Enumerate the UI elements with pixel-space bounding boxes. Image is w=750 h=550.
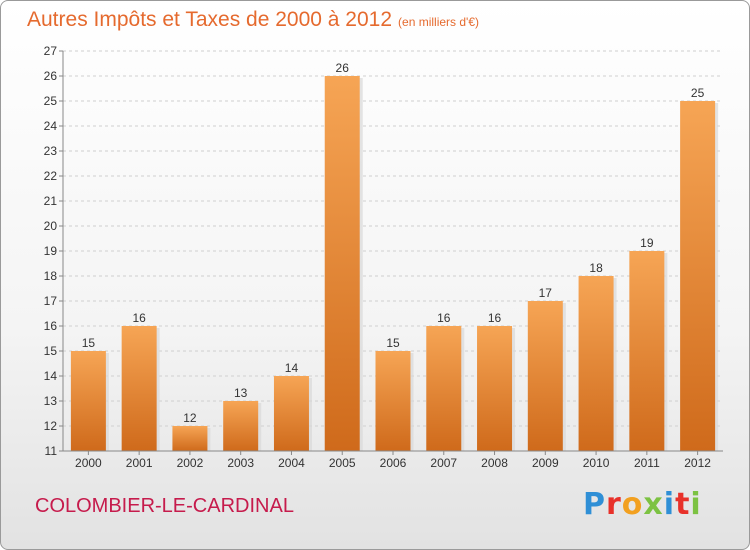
y-tick-label: 25 [44,94,58,108]
x-tick-label: 2007 [430,456,457,470]
logo-letter: t [675,487,691,522]
y-tick-label: 27 [44,44,58,58]
bar [172,426,208,451]
y-tick-label: 24 [44,119,58,133]
y-tick-label: 17 [44,294,58,308]
logo-letter: i [663,487,676,522]
bar [578,276,614,451]
y-tick-label: 12 [44,419,58,433]
bar [680,101,716,451]
data-labels: 15 16 12 13 14 26 15 16 16 17 18 19 25 [82,61,705,425]
bar [629,251,665,451]
proxiti-logo[interactable]: Proxiti [583,487,702,522]
bar [527,301,563,451]
chart-unit: (en milliers d'€) [398,15,480,29]
bar [477,326,513,451]
bar [223,401,259,451]
chart-title: Autres Impôts et Taxes de 2000 à 2012 (en… [27,8,479,32]
bar [324,76,360,451]
data-label: 18 [589,261,603,275]
data-label: 16 [488,311,502,325]
y-tick-label: 21 [44,194,58,208]
x-tick-label: 2005 [329,456,356,470]
data-label: 19 [640,236,654,250]
y-tick-label: 11 [45,444,58,458]
data-label: 14 [285,361,299,375]
x-tick-label: 2009 [532,456,559,470]
logo-letter: P [583,487,606,522]
chart-title-text: Autres Impôts et Taxes de 2000 à 2012 [27,8,393,31]
y-tick-label: 20 [44,219,58,233]
bars [70,76,719,451]
logo-letter: i [690,487,702,522]
y-tick-label: 18 [44,269,58,283]
y-tick-label: 14 [44,369,58,383]
x-tick-label: 2002 [177,456,204,470]
y-tick-label: 26 [44,69,58,83]
bar [273,376,309,451]
logo-letter: x [643,487,664,522]
data-label: 17 [539,286,553,300]
data-label: 12 [183,411,197,425]
x-tick-label: 2008 [481,456,508,470]
bar [426,326,462,451]
y-tick-label: 19 [44,244,58,258]
data-label: 15 [386,336,400,350]
y-tick-label: 15 [44,344,58,358]
data-label: 13 [234,386,248,400]
x-tick-label: 2000 [75,456,102,470]
y-tick-label: 13 [44,394,58,408]
data-label: 15 [82,336,96,350]
y-tick-label: 16 [44,319,58,333]
x-tick-label: 2003 [227,456,254,470]
bar [121,326,157,451]
data-label: 26 [336,61,350,75]
y-tick-label: 22 [44,169,58,183]
bar [375,351,411,451]
data-label: 25 [691,86,705,100]
x-tick-label: 2001 [126,456,153,470]
x-tick-label: 2011 [634,456,660,470]
data-label: 16 [132,311,146,325]
commune-name: COLOMBIER-LE-CARDINAL [35,495,294,517]
logo-letter: r [606,487,622,522]
logo-letter: o [621,487,644,522]
y-tick-label: 23 [44,144,58,158]
bar [70,351,106,451]
data-label: 16 [437,311,451,325]
x-tick-label: 2006 [380,456,407,470]
axes: 11 12 13 14 15 16 17 18 19 20 21 22 23 24 25 26 27 2000 20… [44,44,723,470]
x-tick-label: 2010 [583,456,610,470]
x-tick-label: 2012 [684,456,711,470]
x-tick-label: 2004 [278,456,305,470]
